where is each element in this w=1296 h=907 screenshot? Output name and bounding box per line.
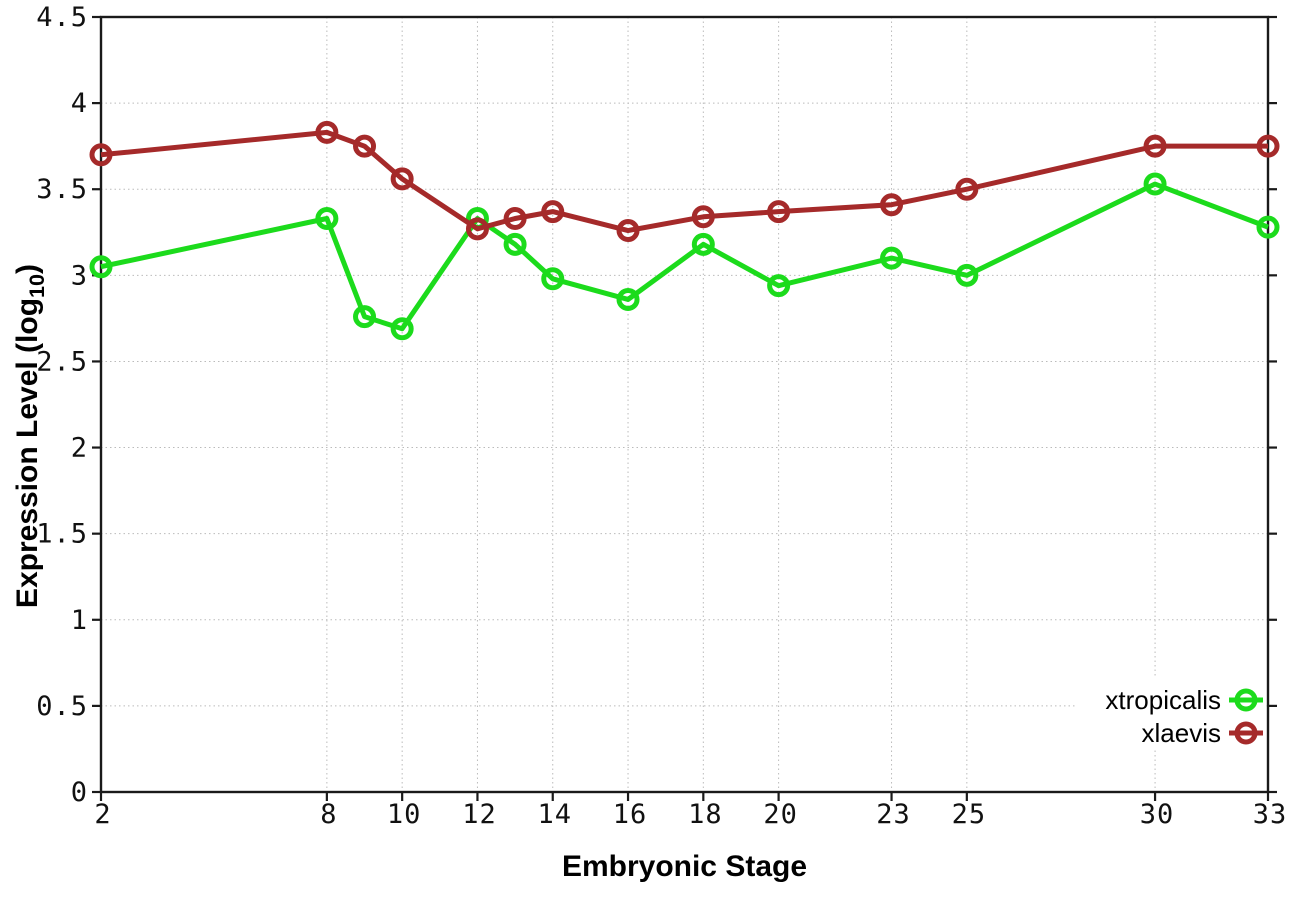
y-tick-label: 3 [71,260,88,291]
y-tick-label: 1 [71,605,88,636]
x-tick-label: 33 [1253,799,1288,830]
y-tick-label: 2 [71,433,88,464]
data-point-xlaevis-stage-13 [503,207,527,230]
legend-marker-xtropicalis [1234,688,1258,712]
plot-border [99,15,1270,794]
data-point-xlaevis-stage-16 [616,219,640,243]
data-point-xtropicalis-stage-8 [315,207,339,230]
data-point-xtropicalis-stage-16 [616,287,640,311]
series-line-xtropicalis [100,181,1269,332]
legend-marker-xlaevis [1234,721,1258,745]
y-tick-label: 0 [71,777,88,808]
legend-label-xlaevis: xlaevis [1142,718,1221,748]
x-tick-label: 20 [763,799,798,830]
x-tick-label: 18 [688,799,723,830]
data-point-xlaevis-stage-10 [390,167,414,191]
y-tick-label: 1.5 [36,519,88,550]
x-tick-label: 12 [462,799,497,830]
y-tick-label: 4.5 [36,2,88,33]
x-tick-label: 23 [876,799,911,830]
y-tick-label: 4 [71,88,88,119]
data-point-xtropicalis-stage-10 [390,317,414,341]
data-point-xlaevis-stage-14 [541,200,565,224]
data-point-xlaevis-stage-23 [880,193,904,217]
data-point-xtropicalis-stage-30 [1143,172,1167,196]
data-point-xtropicalis-stage-2 [89,255,113,279]
x-tick-label: 30 [1140,799,1175,830]
data-point-xtropicalis-stage-14 [541,267,565,291]
x-tick-label: 25 [952,799,987,830]
data-point-xlaevis-stage-8 [315,120,339,144]
legend-box [1076,678,1266,750]
x-tick-label: 10 [387,799,422,830]
x-tick-label: 2 [94,799,111,830]
y-axis-title-close: ) [11,263,44,274]
y-tick-label: 3.5 [36,174,88,205]
data-point-xlaevis-stage-9 [353,134,377,158]
data-point-xlaevis-stage-12 [465,217,489,241]
data-point-xlaevis-stage-18 [691,205,715,229]
data-point-xlaevis-stage-25 [955,177,979,201]
data-point-xtropicalis-stage-33 [1256,215,1280,239]
x-tick-label: 16 [613,799,648,830]
x-tick-label: 14 [537,799,572,830]
x-axis-title: Embryonic Stage [561,850,808,883]
y-axis-title: Expression Level (log10) [11,221,49,651]
data-point-xtropicalis-stage-18 [691,232,715,256]
y-axis-title-subscript: 10 [24,273,49,298]
legend-label-xtropicalis: xtropicalis [1105,685,1221,715]
data-point-xtropicalis-stage-20 [767,274,791,298]
data-point-xlaevis-stage-2 [89,143,113,167]
y-axis-title-main: Expression Level (log [11,297,44,609]
data-point-xlaevis-stage-30 [1143,134,1167,158]
data-point-xtropicalis-stage-9 [353,305,377,329]
data-point-xlaevis-stage-20 [767,200,791,224]
data-point-xtropicalis-stage-23 [880,246,904,270]
y-tick-label: 0.5 [36,691,88,722]
data-point-xtropicalis-stage-25 [955,263,979,287]
y-tick-label: 2.5 [36,346,88,377]
x-tick-label: 8 [320,799,337,830]
data-point-xlaevis-stage-33 [1256,134,1280,158]
data-point-xtropicalis-stage-13 [503,232,527,256]
